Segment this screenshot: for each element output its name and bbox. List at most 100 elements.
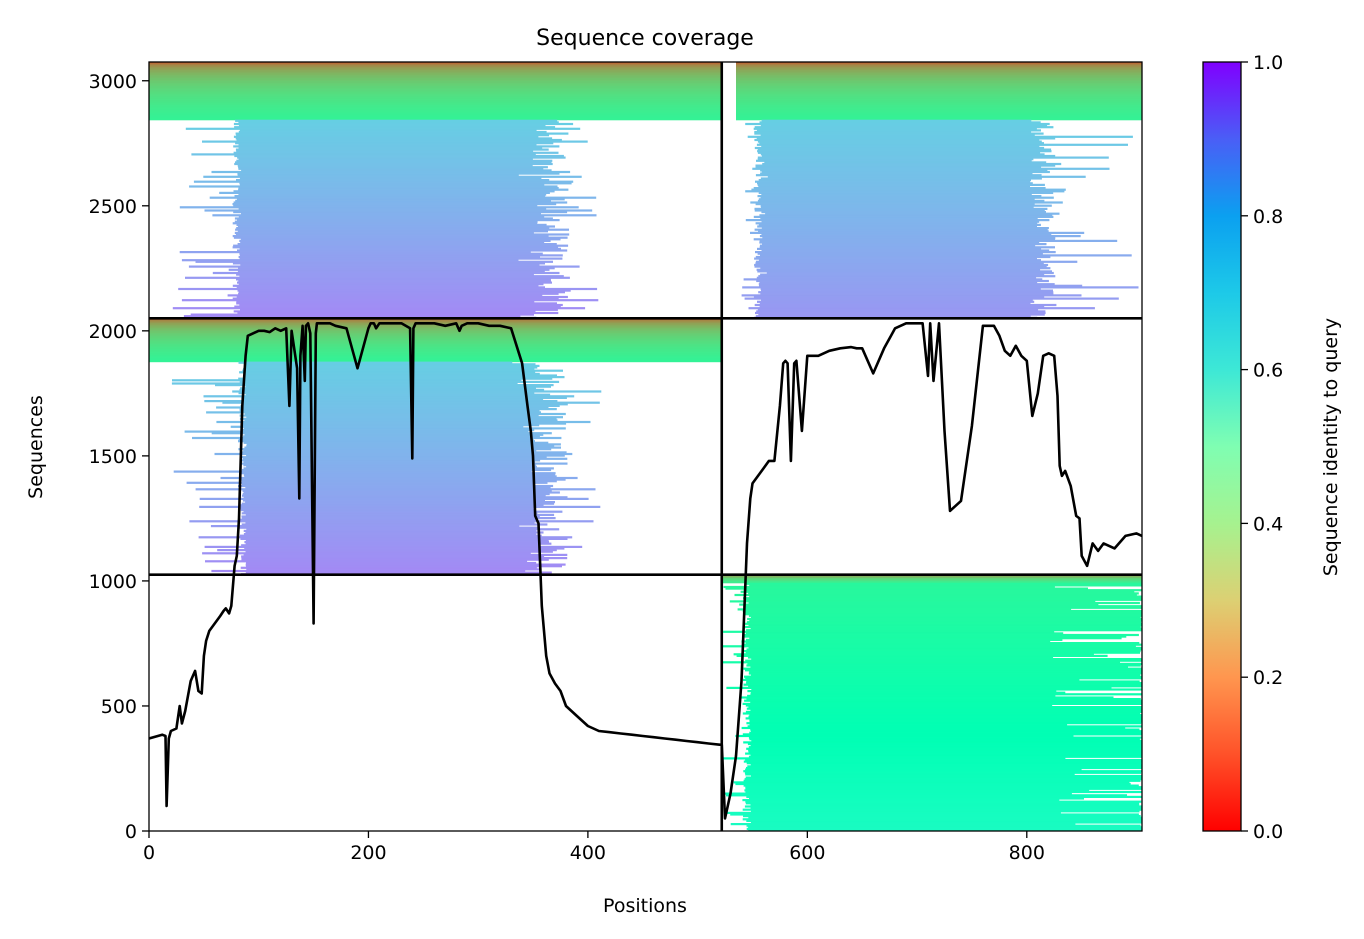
y-tick-label: 500	[101, 696, 137, 718]
alignment-row	[757, 151, 1041, 154]
alignment-row	[237, 174, 519, 177]
alignment-row	[235, 119, 558, 122]
alignment-row	[745, 219, 1050, 222]
alignment-row	[214, 452, 573, 456]
alignment-row	[149, 108, 722, 111]
alignment-row	[729, 600, 1096, 603]
alignment-block-2	[736, 62, 1142, 319]
alignment-row	[750, 616, 1141, 619]
alignment-row	[749, 720, 1142, 723]
alignment-row	[745, 768, 1082, 771]
alignment-row	[238, 283, 544, 286]
alignment-row	[242, 398, 544, 401]
alignment-row	[238, 207, 547, 210]
alignment-row	[760, 267, 1051, 270]
alignment-row	[233, 204, 538, 207]
alignment-row	[748, 736, 1142, 739]
alignment-row	[239, 303, 563, 307]
alignment-row	[748, 746, 1142, 749]
alignment-row	[232, 297, 559, 300]
alignment-row	[757, 300, 1035, 303]
alignment-row	[758, 191, 1054, 194]
alignment-row	[149, 87, 722, 90]
alignment-row	[243, 363, 536, 366]
alignment-row	[761, 289, 1053, 292]
alignment-row	[189, 520, 594, 523]
alignment-row	[750, 810, 1140, 813]
alignment-row	[746, 664, 1141, 667]
alignment-row	[758, 179, 1031, 182]
y-axis-label: Sequences	[25, 395, 47, 499]
alignment-row	[747, 742, 1142, 746]
alignment-row	[149, 334, 722, 337]
alignment-row	[241, 396, 567, 399]
alignment-row	[744, 699, 1142, 702]
x-tick-label: 600	[789, 842, 825, 864]
alignment-row	[215, 384, 554, 387]
alignment-row	[757, 156, 1109, 159]
alignment-row	[750, 754, 1142, 757]
alignment-row	[227, 294, 543, 297]
alignment-row	[149, 68, 722, 71]
alignment-row	[757, 158, 1034, 161]
alignment-row	[243, 457, 568, 460]
alignment-row	[246, 465, 537, 468]
alignment-row	[750, 728, 1140, 731]
alignment-row	[749, 714, 1142, 717]
alignment-row	[199, 497, 589, 500]
alignment-row	[736, 66, 1142, 69]
alignment-row	[244, 364, 540, 367]
alignment-row	[203, 395, 575, 398]
alignment-row	[744, 297, 1119, 300]
alignment-row	[736, 116, 1142, 119]
alignment-row	[742, 733, 1142, 736]
alignment-row	[149, 337, 722, 340]
alignment-row	[237, 270, 545, 273]
alignment-row	[748, 829, 1142, 831]
alignment-row	[756, 143, 1128, 146]
alignment-row	[748, 749, 1142, 752]
alignment-row	[238, 166, 548, 169]
alignment-row	[236, 138, 562, 142]
alignment-row	[234, 217, 553, 220]
alignment-row	[239, 182, 572, 185]
alignment-row	[745, 669, 1142, 672]
alignment-row	[726, 811, 1061, 814]
alignment-row	[239, 129, 537, 132]
alignment-row	[236, 227, 550, 230]
alignment-row	[756, 129, 1041, 132]
alignment-row	[239, 409, 540, 412]
alignment-row	[737, 608, 1072, 611]
alignment-row	[754, 303, 1057, 307]
alignment-row	[203, 175, 582, 178]
alignment-row	[748, 816, 1142, 819]
alignment-row	[748, 592, 1139, 595]
alignment-row	[761, 227, 1049, 230]
alignment-row	[242, 493, 550, 496]
alignment-row	[736, 95, 1142, 98]
alignment-row	[172, 379, 522, 382]
alignment-row	[237, 243, 557, 246]
alignment-row	[149, 70, 722, 73]
alignment-row	[749, 718, 1142, 722]
alignment-row	[236, 273, 534, 276]
alignment-row	[736, 79, 1142, 82]
alignment-row	[198, 536, 573, 539]
alignment-row	[236, 150, 534, 153]
alignment-row	[243, 467, 554, 470]
alignment-row	[240, 451, 567, 454]
alignment-row	[760, 273, 1045, 276]
alignment-row	[149, 352, 722, 355]
alignment-row	[757, 140, 1042, 143]
alignment-row	[747, 617, 1142, 621]
alignment-row	[745, 598, 1142, 601]
alignment-row	[149, 360, 722, 363]
alignment-row	[760, 196, 1054, 199]
alignment-row	[181, 259, 519, 262]
alignment-row	[736, 76, 1142, 79]
alignment-row	[748, 307, 1095, 310]
alignment-row	[753, 187, 1046, 190]
alignment-row	[757, 195, 1042, 198]
alignment-row	[149, 92, 722, 95]
